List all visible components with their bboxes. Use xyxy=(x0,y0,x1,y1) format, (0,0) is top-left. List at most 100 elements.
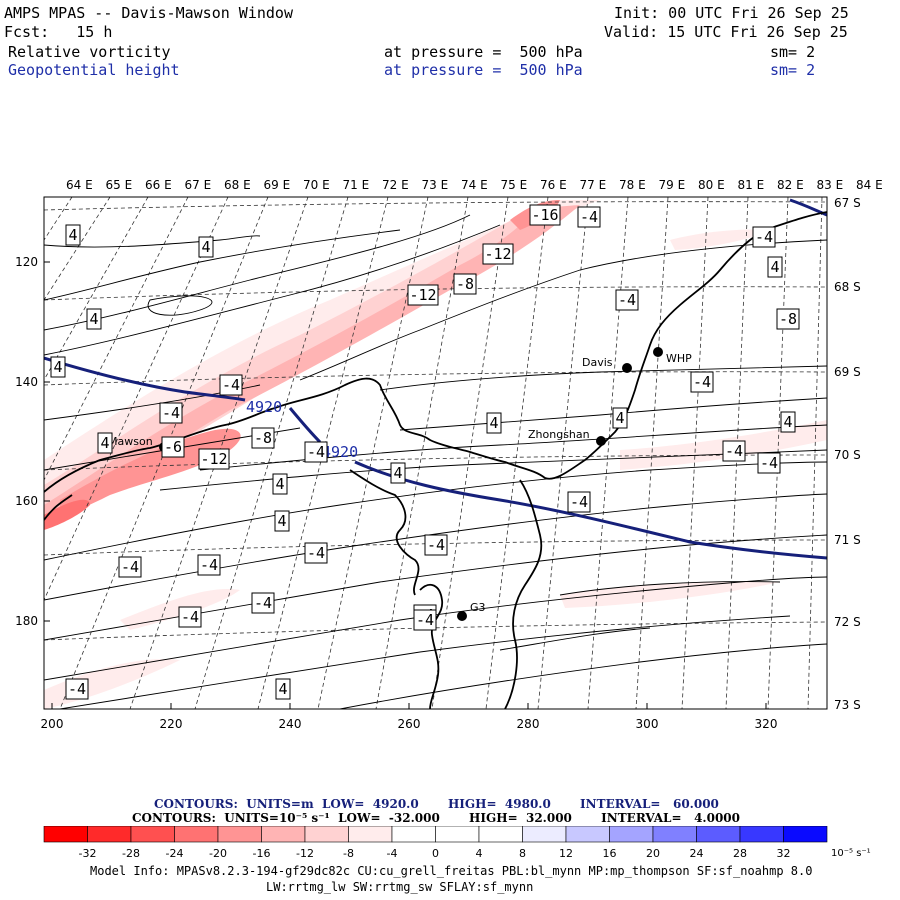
vorticity-label: -4 xyxy=(615,289,639,311)
field1-name: Relative vorticity xyxy=(8,43,171,61)
lon-tick-label: 71 E xyxy=(343,178,370,192)
station-label-whp: WHP xyxy=(666,352,692,365)
svg-text:4: 4 xyxy=(278,680,287,698)
vorticity-label: 4 xyxy=(780,411,796,433)
lat-tick-label: 70 S xyxy=(834,448,861,462)
svg-text:-16: -16 xyxy=(531,206,558,224)
svg-text:-4: -4 xyxy=(307,544,325,562)
station-whp: WHP xyxy=(653,347,692,365)
lon-tick-label: 77 E xyxy=(580,178,607,192)
lon-tick-label: 69 E xyxy=(264,178,291,192)
colorbar-swatch xyxy=(783,826,828,843)
lon-tick-label: 79 E xyxy=(659,178,686,192)
lon-tick-label: 83 E xyxy=(817,178,844,192)
svg-text:-4: -4 xyxy=(580,208,598,226)
colorbar-swatch xyxy=(739,826,784,843)
vorticity-label: 4 xyxy=(486,412,502,434)
colorbar-swatch xyxy=(478,826,523,843)
lon-tick-label: 70 E xyxy=(303,178,330,192)
vorticity-label: -16 xyxy=(529,204,561,226)
vorticity-label: -6 xyxy=(161,436,185,458)
lon-tick-label: 76 E xyxy=(540,178,567,192)
height-contour-label: 4920 xyxy=(322,443,358,461)
vorticity-label: 4 xyxy=(275,678,291,700)
vorticity-label: -4 xyxy=(690,371,714,393)
vorticity-label: 4 xyxy=(97,432,113,454)
lat-tick-label: 69 S xyxy=(834,365,861,379)
colorbar-tick-label: -8 xyxy=(343,847,354,860)
colorbar-tick-label: -32 xyxy=(79,847,97,860)
vorticity-label: -4 xyxy=(159,402,183,424)
colorbar-swatch xyxy=(43,826,88,843)
colorbar-tick-label: 24 xyxy=(690,847,704,860)
svg-text:-4: -4 xyxy=(427,536,445,554)
colorbar-tick-label: -16 xyxy=(253,847,271,860)
station-zhongshan: Zhongshan xyxy=(528,428,606,446)
lon-tick-label: 68 E xyxy=(224,178,251,192)
vorticity-label: -8 xyxy=(776,308,800,330)
colorbar-tick-label: -24 xyxy=(166,847,184,860)
svg-text:-4: -4 xyxy=(222,376,240,394)
colorbar-swatch xyxy=(261,826,306,843)
colorbar-tick-label: -20 xyxy=(209,847,227,860)
coastline xyxy=(44,211,827,709)
lon-tick-label: 73 E xyxy=(422,178,449,192)
colorbar-tick-label: -4 xyxy=(387,847,398,860)
vorticity-label: 4 xyxy=(65,224,81,246)
vorticity-label: -4 xyxy=(197,554,221,576)
x-tick-label: 280 xyxy=(517,717,540,731)
vorticity-contours xyxy=(44,214,827,709)
colorbar-swatch xyxy=(522,826,567,843)
colorbar-tick-label: 12 xyxy=(559,847,573,860)
field2-level: at pressure = 500 hPa xyxy=(384,61,583,79)
lon-tick-label: 75 E xyxy=(501,178,528,192)
colorbar-swatch xyxy=(174,826,219,843)
lat-tick-label: 73 S xyxy=(834,698,861,712)
lon-tick-label: 78 E xyxy=(619,178,646,192)
vorticity-label: -12 xyxy=(482,243,514,265)
svg-text:4: 4 xyxy=(53,358,62,376)
colorbar-swatch xyxy=(435,826,480,843)
vorticity-labels: -4 4 4 4 4 -16 -4 -12 -8 -12 -4 -4 4 -8 -4 -4 -6 -8 -12 4 -4… xyxy=(50,204,800,700)
x-tick-label: 220 xyxy=(160,717,183,731)
station-label-g3: G3 xyxy=(470,601,486,614)
y-tick-label: 180 xyxy=(15,614,38,628)
vorticity-label: -4 xyxy=(178,606,202,628)
vorticity-label: -4 xyxy=(251,592,275,614)
x-tick-label: 300 xyxy=(636,717,659,731)
vorticity-label: -4 xyxy=(219,374,243,396)
init-time: Init: 00 UTC Fri 26 Sep 25 xyxy=(614,4,849,22)
svg-text:-4: -4 xyxy=(760,454,778,472)
svg-text:4: 4 xyxy=(615,409,624,427)
plot-frame xyxy=(43,196,828,710)
svg-text:-8: -8 xyxy=(456,275,474,293)
lon-tick-label: 67 E xyxy=(185,178,212,192)
field2-smoothing: sm= 2 xyxy=(770,61,816,79)
vorticity-label: 4 xyxy=(612,407,628,429)
colorbar-swatch xyxy=(130,826,175,843)
svg-text:-12: -12 xyxy=(484,245,511,263)
svg-text:4: 4 xyxy=(277,512,286,530)
colorbar-swatch xyxy=(304,826,349,843)
svg-text:-4: -4 xyxy=(254,594,272,612)
svg-text:4: 4 xyxy=(489,414,498,432)
colorbar-tick-label: 28 xyxy=(733,847,747,860)
vorticity-label: -12 xyxy=(198,448,230,470)
svg-text:-4: -4 xyxy=(570,493,588,511)
vorticity-label: -4 xyxy=(424,534,448,556)
lon-tick-label: 82 E xyxy=(777,178,804,192)
vorticity-label: 4 xyxy=(50,356,66,378)
colorbar-tick-label: 0 xyxy=(432,847,439,860)
colorbar-tick-label: 32 xyxy=(777,847,791,860)
svg-text:4: 4 xyxy=(275,475,284,493)
vorticity-label: -4 xyxy=(65,678,89,700)
colorbar-swatch xyxy=(565,826,610,843)
svg-text:4: 4 xyxy=(100,434,109,452)
colorbar: -32 -28 -24 -20 -16 -12 -8 -4 0 4 8 12 16 20 24 28 32 10⁻… xyxy=(43,826,871,860)
vorticity-label: 4 xyxy=(198,236,214,258)
height-contour-info: CONTOURS: UNITS=m LOW= 4920.0 HIGH= 4980… xyxy=(154,797,719,811)
colorbar-tick-label: 8 xyxy=(519,847,526,860)
svg-text:4: 4 xyxy=(201,238,210,256)
y-tick-label: 140 xyxy=(15,375,38,389)
lon-tick-label: 84 E xyxy=(856,178,883,192)
